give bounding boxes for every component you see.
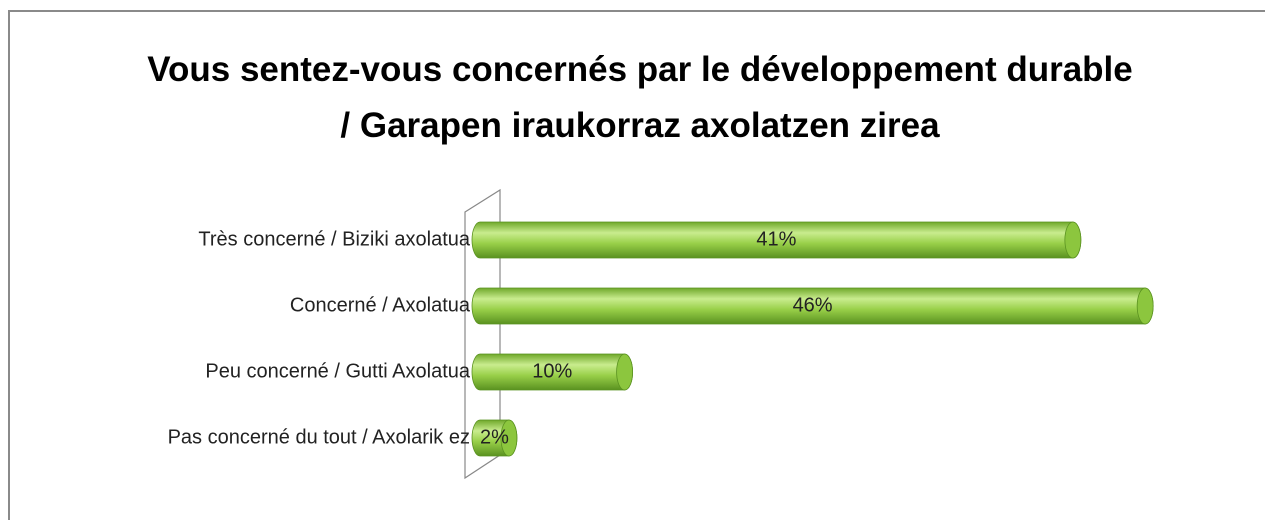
chart-title: Vous sentez-vous concernés par le dévelo… <box>147 50 1133 145</box>
category-label: Très concerné / Biziki axolatua <box>198 228 470 250</box>
data-label: 41% <box>756 228 796 250</box>
bar-cap <box>1064 221 1082 259</box>
chart-frame <box>8 10 1265 520</box>
category-label: Peu concerné / Gutti Axolatua <box>205 360 470 382</box>
data-label: 10% <box>532 360 572 382</box>
data-label: 2% <box>480 426 509 448</box>
bar-cap <box>500 419 518 457</box>
data-label: 46% <box>793 294 833 316</box>
bar-cap <box>1136 287 1154 325</box>
bar-cap <box>616 353 633 391</box>
category-label: Concerné / Axolatua <box>290 294 471 316</box>
category-label: Pas concerné du tout / Axolarik ez <box>168 426 470 448</box>
